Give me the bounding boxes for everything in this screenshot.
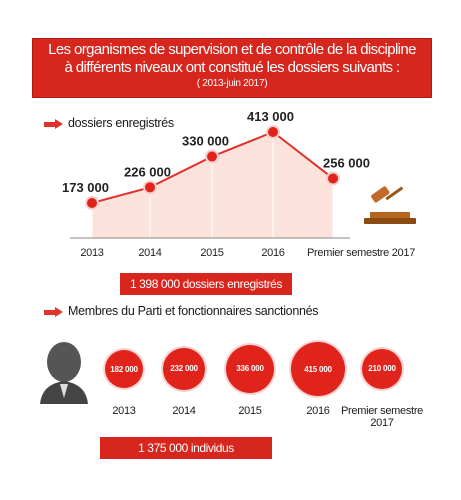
bubble: 210 000 <box>362 349 402 389</box>
bubble: 336 000 <box>225 344 275 394</box>
data-point <box>143 180 157 195</box>
data-point <box>266 125 280 139</box>
bubble: 232 000 <box>163 348 205 390</box>
value-label: 256 000 <box>323 155 370 170</box>
gavel-icon <box>364 186 416 224</box>
data-point <box>85 196 99 210</box>
bubble: 182 000 <box>105 350 143 388</box>
total-individus-box: 1 375 000 individus <box>100 437 272 459</box>
title-line-1: Les organismes de supervision et de cont… <box>48 41 416 58</box>
bubble-year-label: 2015 <box>238 405 262 417</box>
title-line-2: à différents niveaux ont constitué les d… <box>64 59 400 76</box>
bubble-year-label: 2013 <box>112 405 136 417</box>
data-point <box>326 171 340 186</box>
tick-label: Premier semestre 2017 <box>307 247 415 259</box>
tick-label: 2015 <box>200 247 223 259</box>
value-label: 330 000 <box>182 134 229 149</box>
tick-label: 2013 <box>80 247 103 259</box>
total-dossiers-box: 1 398 000 dossiers enregistrés <box>120 273 292 295</box>
value-label: 173 000 <box>62 180 109 195</box>
person-silhouette-icon <box>40 342 88 404</box>
bubble-year-label: 2016 <box>306 405 330 417</box>
tick-label: 2016 <box>261 247 284 259</box>
data-point <box>205 149 219 164</box>
value-label: 226 000 <box>124 164 171 179</box>
section-title-dossiers: dossiers enregistrés <box>68 116 174 130</box>
bubble-year-label: 2014 <box>172 405 196 417</box>
bubble-year-label: Premier semestre 2017 <box>341 405 423 429</box>
title-banner: Les organismes de supervision et de cont… <box>32 38 432 98</box>
value-label: 413 000 <box>247 109 294 124</box>
tick-label: 2014 <box>138 247 161 259</box>
title-period: ( 2013-juin 2017) <box>196 78 268 89</box>
section-title-sanctionnes: Membres du Parti et fonctionnaires sanct… <box>68 304 319 318</box>
bubble: 415 000 <box>291 342 345 396</box>
